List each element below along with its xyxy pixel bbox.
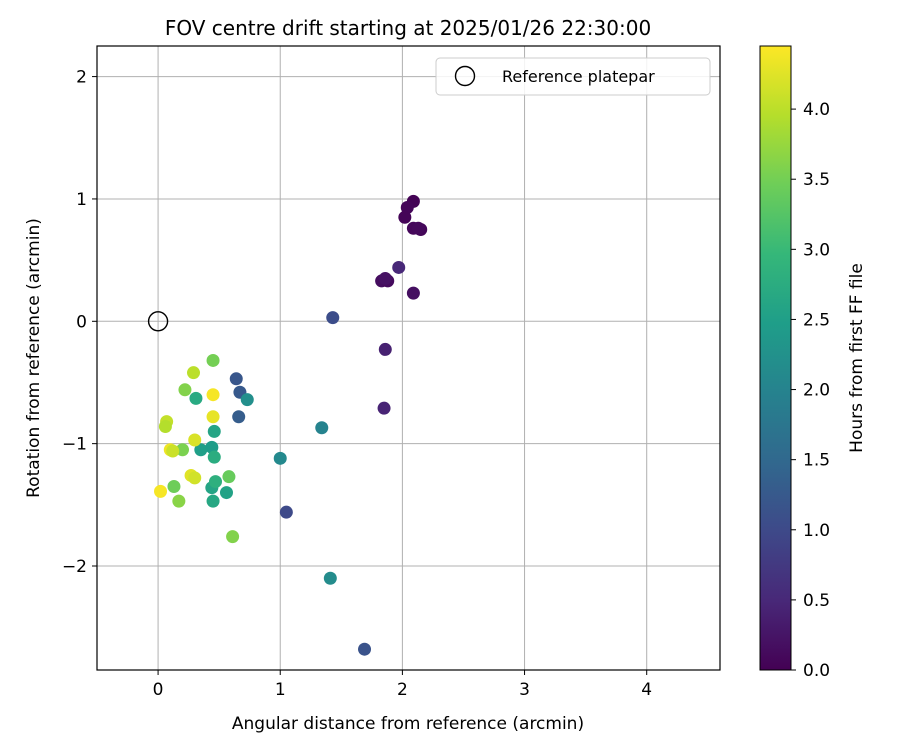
- data-point-34: [176, 443, 190, 457]
- data-point-31: [206, 494, 220, 508]
- colorbar-tick-label-5: 2.5: [803, 310, 830, 330]
- x-tick-label-2: 2: [397, 680, 408, 700]
- grid: [97, 46, 720, 670]
- plot-frame: [96, 45, 721, 671]
- colorbar-tick-label-1: 0.5: [803, 591, 830, 611]
- y-tick-label-3: −1: [62, 435, 87, 455]
- data-point-13: [326, 311, 340, 325]
- data-point-16: [232, 410, 246, 424]
- data-point-17: [279, 505, 293, 519]
- y-tick-label-0: 2: [76, 68, 87, 88]
- points-layer: [154, 194, 428, 656]
- data-point-24: [207, 424, 221, 438]
- y-axis-label: Rotation from reference (arcmin): [24, 218, 44, 498]
- legend-marker-reference: [454, 65, 476, 87]
- data-point-29: [208, 475, 222, 489]
- x-tick-label-3: 3: [519, 680, 530, 700]
- colorbar-tick-label-4: 2.0: [803, 381, 830, 401]
- data-point-49: [154, 484, 168, 498]
- data-point-48: [188, 471, 202, 485]
- data-point-39: [187, 366, 201, 380]
- data-point-44: [188, 433, 202, 447]
- data-point-11: [378, 342, 392, 356]
- colorbar-tick-label-6: 3.0: [803, 240, 830, 260]
- data-point-36: [172, 494, 186, 508]
- y-tick-label-2: 0: [76, 312, 87, 332]
- data-point-32: [206, 353, 220, 367]
- x-axis: 0 1 2 3 4: [153, 670, 652, 700]
- data-point-25: [194, 443, 208, 457]
- colorbar-tick-label-7: 3.5: [803, 170, 830, 190]
- colorbar-tick-label-0: 0.0: [803, 661, 830, 681]
- data-point-21: [315, 421, 329, 435]
- chart-title: FOV centre drift starting at 2025/01/26 …: [165, 16, 651, 40]
- y-axis: 2 1 0 −1 −2: [62, 68, 97, 577]
- data-point-18: [358, 642, 372, 656]
- data-point-38: [226, 530, 240, 544]
- data-point-33: [178, 383, 192, 397]
- data-point-22: [323, 571, 337, 585]
- data-point-46: [166, 444, 180, 458]
- reference-layer: [147, 311, 169, 332]
- colorbar-gradient: [759, 45, 792, 671]
- data-point-37: [222, 470, 236, 484]
- data-point-20: [273, 451, 287, 465]
- data-point-23: [189, 391, 203, 405]
- colorbar-tick-label-3: 1.5: [803, 451, 830, 471]
- data-point-26: [205, 440, 219, 454]
- data-point-1: [400, 201, 414, 215]
- data-point-30: [219, 486, 233, 500]
- x-tick-label-0: 0: [153, 680, 164, 700]
- legend-label-reference: Reference platepar: [502, 67, 655, 86]
- data-point-5: [411, 221, 425, 235]
- colorbar-tick-label-2: 1.0: [803, 521, 830, 541]
- x-tick-label-4: 4: [641, 680, 652, 700]
- x-axis-label: Angular distance from reference (arcmin): [232, 714, 584, 734]
- data-point-40: [206, 388, 220, 402]
- legend: Reference platepar: [435, 57, 711, 96]
- data-point-9: [406, 286, 420, 300]
- data-point-8: [378, 271, 392, 285]
- legend-box: [435, 57, 711, 96]
- data-point-14: [229, 372, 243, 386]
- data-point-10: [392, 260, 406, 274]
- y-tick-label-4: −2: [62, 557, 87, 577]
- y-tick-label-1: 1: [76, 190, 87, 210]
- colorbar-tick-label-8: 4.0: [803, 100, 830, 120]
- data-point-41: [206, 410, 220, 424]
- data-point-2: [398, 210, 412, 224]
- reference-platepar-marker: [147, 311, 169, 332]
- data-point-19: [240, 393, 254, 407]
- x-tick-label-1: 1: [275, 680, 286, 700]
- data-point-27: [207, 450, 221, 464]
- colorbar: 0.0 0.5 1.0 1.5 2.0 2.5 3.0 3.5 4.0 Hours from f…: [759, 45, 867, 681]
- data-point-43: [158, 420, 172, 434]
- data-point-12: [377, 401, 391, 415]
- data-point-35: [167, 479, 181, 493]
- colorbar-ticks: 0.0 0.5 1.0 1.5 2.0 2.5 3.0 3.5 4.0: [791, 100, 830, 681]
- colorbar-label: Hours from first FF file: [847, 263, 867, 453]
